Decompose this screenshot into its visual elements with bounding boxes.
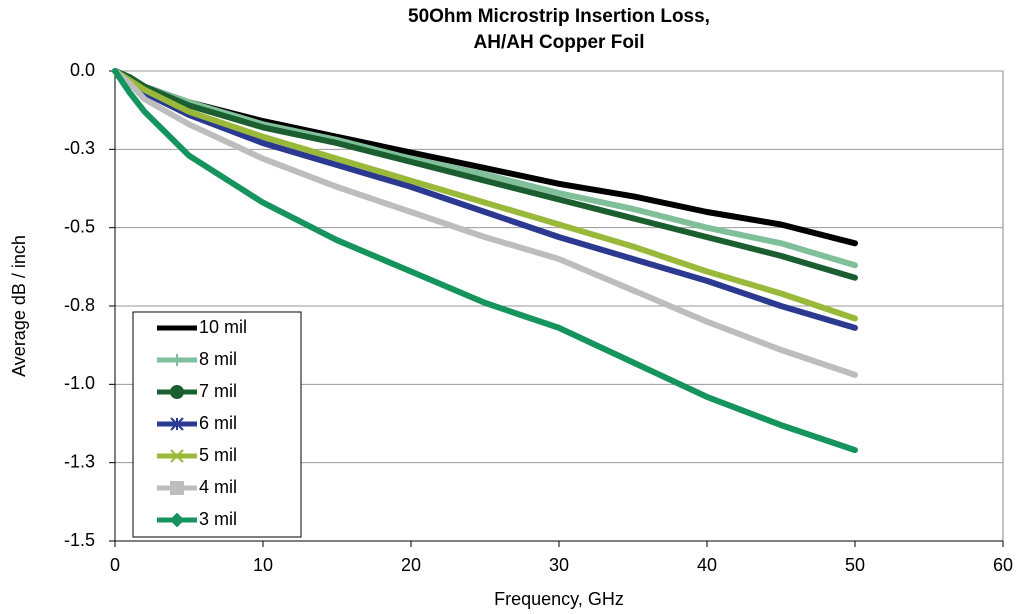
- legend-marker: [170, 385, 184, 399]
- x-tick-label: 50: [845, 555, 865, 575]
- y-tick-label: -0.5: [64, 216, 95, 236]
- series-line: [112, 68, 858, 322]
- legend-marker: [169, 512, 185, 528]
- x-tick-label: 40: [697, 555, 717, 575]
- x-tick-label: 30: [549, 555, 569, 575]
- legend-label: 5 mil: [199, 445, 237, 465]
- legend-marker: [170, 481, 184, 495]
- chart-title: 50Ohm Microstrip Insertion Loss,: [408, 6, 710, 27]
- legend-marker: [170, 449, 184, 463]
- x-tick-label: 60: [993, 555, 1013, 575]
- legend-label: 3 mil: [199, 509, 237, 529]
- y-tick-label: -1.3: [64, 451, 95, 471]
- y-axis-label: Average dB / inch: [9, 235, 29, 377]
- y-tick-label: -1.5: [64, 530, 95, 550]
- x-tick-label: 10: [253, 555, 273, 575]
- x-tick-label: 20: [401, 555, 421, 575]
- legend-label: 8 mil: [199, 349, 237, 369]
- legend-label: 10 mil: [199, 317, 247, 337]
- legend-marker: [171, 354, 183, 366]
- chart-title: AH/AH Copper Foil: [474, 32, 645, 53]
- legend-label: 6 mil: [199, 413, 237, 433]
- x-tick-label: 0: [110, 555, 120, 575]
- series-line: [112, 68, 858, 378]
- y-tick-label: -0.8: [64, 295, 95, 315]
- x-axis-label: Frequency, GHz: [494, 589, 624, 609]
- legend-marker: [170, 417, 184, 431]
- y-tick-label: -1.0: [64, 373, 95, 393]
- legend-label: 7 mil: [199, 381, 237, 401]
- y-tick-label: -0.3: [64, 138, 95, 158]
- legend-label: 4 mil: [199, 477, 237, 497]
- y-tick-label: 0.0: [70, 60, 95, 80]
- series-line: [112, 68, 858, 454]
